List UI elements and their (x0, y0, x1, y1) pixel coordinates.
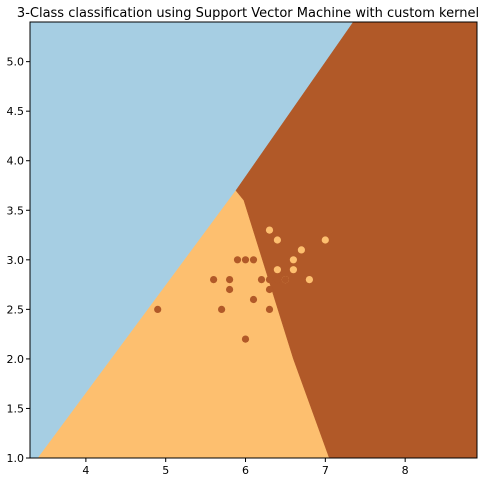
y-tick-label: 4.5 (7, 105, 25, 118)
x-tick-label: 8 (402, 464, 409, 477)
data-point-class_2 (249, 256, 258, 264)
data-point-class_1 (305, 276, 313, 284)
data-point-class_1 (273, 266, 281, 274)
y-tick-label: 5.0 (7, 56, 25, 69)
data-point-class_2 (218, 305, 226, 313)
data-point-class_2 (281, 276, 289, 284)
y-tick-label: 2.5 (7, 303, 25, 316)
data-point-class_2 (241, 256, 250, 264)
data-point-class_2 (265, 305, 274, 313)
data-point-class_2 (233, 256, 242, 264)
y-tick-label: 3.5 (7, 204, 25, 217)
data-point-class_2 (210, 276, 218, 284)
data-point-class_2 (265, 285, 274, 294)
data-point-class_1 (289, 256, 297, 264)
decision-regions (30, 22, 477, 458)
data-point-class_2 (154, 305, 162, 313)
data-point-class_1 (321, 236, 329, 244)
region-class_2 (235, 22, 477, 458)
data-point-class_2 (241, 335, 250, 343)
y-tick-label: 1.5 (7, 402, 25, 415)
x-tick-label: 5 (162, 464, 169, 477)
y-tick-label: 4.0 (7, 155, 25, 168)
data-point-class_1 (265, 226, 274, 234)
data-points (154, 226, 329, 343)
y-tick-label: 2.0 (7, 353, 25, 366)
chart-title: 3-Class classification using Support Vec… (17, 6, 479, 21)
data-point-class_2 (226, 285, 234, 294)
data-point-class_1 (297, 246, 305, 254)
data-point-class_1 (273, 236, 281, 244)
data-point-class_2 (226, 276, 234, 284)
y-tick-label: 3.0 (7, 254, 25, 267)
data-point-class_1 (289, 266, 297, 274)
x-tick-label: 6 (242, 464, 249, 477)
x-tick-label: 7 (322, 464, 329, 477)
data-point-class_2 (249, 295, 258, 304)
data-point-class_2 (273, 276, 281, 284)
plot-frame (29, 21, 478, 459)
x-axis: 4 5 6 7 8 (82, 458, 409, 477)
data-point-class_2 (257, 276, 266, 284)
y-axis: 1.0 1.5 2.0 2.5 3.0 3.5 4.0 4.5 5.0 (7, 56, 30, 465)
y-tick-label: 1.0 (7, 452, 25, 465)
x-tick-label: 4 (82, 464, 89, 477)
data-point-class_2 (265, 276, 274, 284)
